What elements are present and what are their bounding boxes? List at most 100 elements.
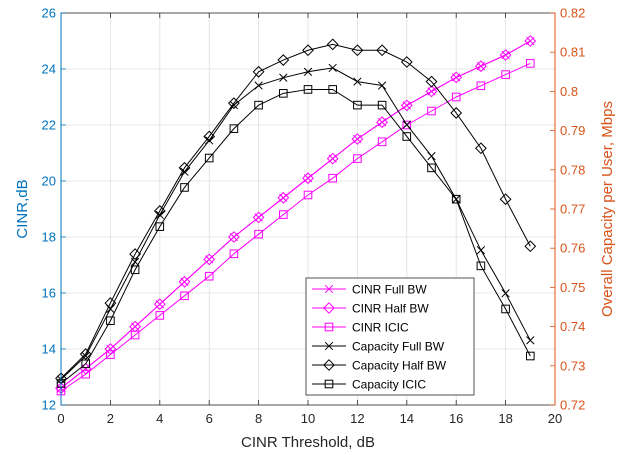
data-point — [106, 350, 115, 359]
data-point — [79, 348, 92, 360]
legend-marker — [323, 359, 335, 371]
data-point — [328, 173, 337, 183]
data-point — [451, 92, 461, 102]
data-point — [451, 194, 461, 204]
data-point — [203, 253, 216, 266]
data-point — [227, 97, 240, 110]
data-point — [450, 107, 463, 119]
data-point — [155, 210, 164, 220]
data-point — [303, 67, 313, 76]
data-point — [376, 44, 389, 57]
y-right-tick-label: 0.78 — [560, 162, 585, 177]
data-point — [326, 38, 339, 51]
data-point — [402, 132, 412, 141]
y-right-tick-label: 0.77 — [560, 202, 585, 217]
data-point — [279, 73, 288, 82]
legend-marker — [324, 322, 334, 332]
y-right-tick-label: 0.76 — [560, 241, 585, 256]
y-right-tick-label: 0.74 — [560, 319, 585, 334]
data-point — [474, 142, 487, 155]
data-point — [524, 240, 537, 253]
data-point — [450, 71, 463, 84]
y-right-tick-label: 0.79 — [560, 123, 585, 138]
data-point — [402, 120, 411, 129]
data-point — [427, 106, 436, 116]
series-line — [60, 88, 531, 384]
x-tick-label: 14 — [400, 411, 414, 426]
data-point — [377, 81, 387, 90]
data-point — [376, 116, 389, 129]
data-point — [501, 304, 510, 314]
data-point — [524, 35, 537, 47]
series-layer — [55, 35, 537, 396]
data-point — [499, 49, 512, 61]
data-point — [180, 167, 189, 176]
data-point — [252, 65, 265, 78]
data-point — [106, 316, 115, 326]
y-right-tick-label: 0.8 — [560, 84, 578, 99]
data-point — [203, 130, 216, 143]
y-right-tick-label: 0.75 — [560, 280, 585, 295]
data-point — [425, 85, 438, 98]
data-point — [526, 59, 535, 68]
data-point — [351, 133, 364, 145]
legend-entry: Capacity Full BW — [312, 340, 445, 354]
data-point — [130, 265, 140, 275]
data-point — [254, 100, 263, 110]
y-left-tick-label: 20 — [42, 174, 56, 189]
legend-label: Capacity Half BW — [352, 359, 447, 373]
data-point — [328, 85, 337, 94]
data-point — [254, 81, 263, 90]
series-cinr-icic — [56, 59, 535, 396]
y-left-tick-label: 22 — [42, 118, 56, 133]
data-point — [425, 75, 438, 88]
data-point — [204, 153, 214, 163]
data-point — [252, 211, 265, 224]
data-point — [277, 54, 290, 66]
x-tick-label: 8 — [255, 411, 262, 426]
legend-marker — [324, 284, 334, 294]
x-tick-label: 4 — [156, 411, 163, 426]
legend-entry: CINR Full BW — [312, 283, 427, 297]
data-point — [400, 56, 413, 68]
data-point — [303, 190, 313, 200]
x-tick-label: 12 — [350, 411, 364, 426]
legend: CINR Full BW CINR Half BW CINR ICIC Capacit… — [305, 277, 475, 396]
data-point — [178, 275, 191, 288]
data-point — [476, 261, 486, 271]
data-point — [178, 161, 191, 174]
data-point — [377, 100, 387, 110]
data-point — [81, 359, 91, 369]
data-point — [129, 248, 142, 260]
data-point — [81, 369, 91, 379]
data-point — [526, 336, 535, 345]
y-left-tick-label: 18 — [42, 230, 56, 245]
y-left-tick-label: 14 — [42, 342, 56, 357]
legend-label: Capacity ICIC — [352, 378, 426, 392]
x-tick-label: 20 — [548, 411, 562, 426]
legend-box — [305, 277, 475, 396]
data-point — [427, 151, 436, 161]
axes: 0 2 4 6 8 10 12 14 16 18 2012141618202224260.720.7… — [42, 6, 586, 427]
data-point — [153, 205, 166, 217]
data-point — [501, 289, 510, 298]
data-point — [153, 298, 166, 311]
series-line — [60, 40, 531, 389]
legend-label: CINR Half BW — [352, 302, 429, 316]
y-right-tick-label: 0.82 — [560, 6, 585, 21]
data-point — [400, 99, 413, 112]
x-tick-label: 2 — [107, 411, 114, 426]
data-point — [353, 154, 362, 163]
data-point — [254, 229, 263, 239]
right-axis-label: Overall Capacity per User, Mbps — [599, 101, 616, 317]
data-point — [501, 70, 510, 79]
legend-marker — [324, 379, 334, 389]
data-point — [129, 320, 142, 333]
series-capacity-icic — [56, 85, 535, 388]
y-right-tick-label: 0.73 — [560, 358, 585, 373]
legend-entry: Capacity ICIC — [312, 378, 426, 392]
data-point — [279, 89, 288, 98]
data-point — [353, 100, 362, 110]
data-point — [155, 311, 165, 320]
